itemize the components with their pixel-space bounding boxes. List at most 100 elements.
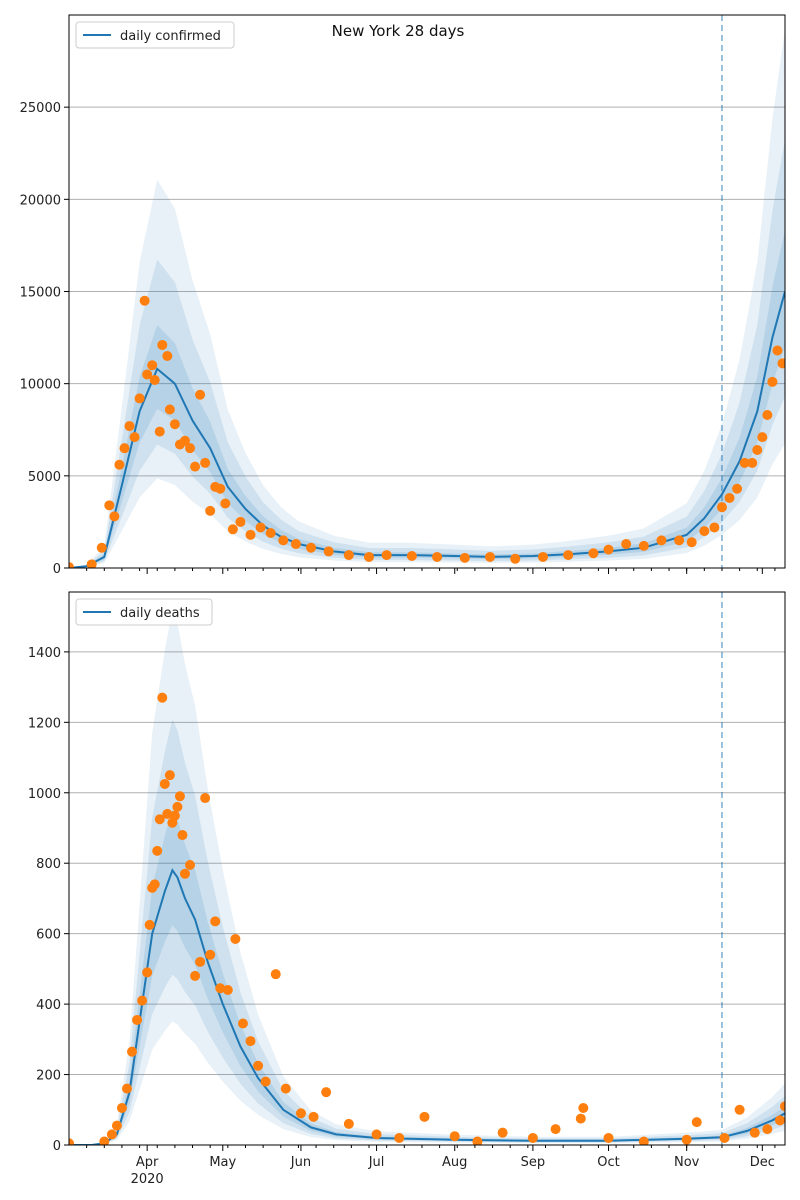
data-point: [253, 1060, 264, 1071]
x-year-label: 2020: [131, 1172, 164, 1187]
confirmed-panel: 0 5000 10000 15000 20000 25000 daily confirmed: [20, 14, 786, 577]
x-tick-label: Aug: [442, 1155, 467, 1170]
data-point: [172, 801, 183, 812]
data-point: [190, 970, 201, 981]
data-point: [99, 1136, 110, 1145]
data-point: [179, 435, 190, 446]
data-point: [132, 1014, 143, 1025]
y-tick-label: 10000: [20, 378, 61, 393]
data-point: [774, 1115, 785, 1126]
data-point: [686, 537, 697, 548]
data-point: [265, 527, 276, 538]
data-point: [419, 1111, 430, 1122]
data-point: [371, 1129, 382, 1140]
data-point: [290, 539, 301, 550]
data-point: [656, 535, 667, 546]
data-point: [406, 551, 417, 562]
data-point: [260, 1076, 271, 1087]
plot-area: [69, 592, 785, 1145]
data-point: [139, 295, 150, 306]
data-point: [780, 1101, 785, 1112]
legend-label: daily confirmed: [120, 29, 221, 44]
data-point: [104, 500, 115, 511]
legend: daily confirmed: [75, 21, 235, 49]
figure-title: New York 28 days: [332, 22, 465, 40]
x-tick-label: May: [209, 1155, 236, 1170]
data-point: [588, 548, 599, 559]
legend-box: [75, 598, 213, 626]
x-tick-label: Oct: [597, 1155, 619, 1170]
data-point: [295, 1108, 306, 1119]
data-point: [162, 808, 173, 819]
y-tick-label: 5000: [28, 470, 61, 485]
data-point: [280, 1083, 291, 1094]
data-point: [472, 1136, 483, 1145]
data-point: [772, 345, 783, 356]
data-point: [96, 542, 107, 553]
data-point: [724, 492, 735, 503]
data-point: [116, 1103, 127, 1114]
data-point: [179, 868, 190, 879]
data-point: [169, 810, 180, 821]
data-point: [381, 550, 392, 561]
y-tick-label: 1200: [28, 716, 61, 731]
data-point: [603, 1132, 614, 1143]
data-point: [449, 1131, 460, 1142]
data-point: [432, 551, 443, 562]
data-point: [235, 516, 246, 527]
uncertainty-band: [69, 28, 785, 568]
y-tick-label: 1400: [28, 646, 61, 661]
data-point: [752, 445, 763, 456]
data-point: [164, 404, 175, 415]
data-point: [734, 1104, 745, 1115]
data-point: [142, 369, 153, 380]
data-point: [159, 778, 170, 789]
x-tick-label: Sep: [521, 1155, 546, 1170]
data-point: [111, 1120, 122, 1131]
x-tick-label: Jun: [290, 1155, 311, 1170]
data-point: [681, 1134, 692, 1145]
y-tick-label: 0: [53, 562, 61, 577]
data-point: [137, 995, 148, 1006]
data-point: [459, 552, 470, 563]
data-point: [527, 1132, 538, 1143]
deaths-panel: 0 200 400 600 800 1000 1200 1400 Apr May Jun Jul Aug…: [28, 591, 786, 1187]
y-tick-label: 800: [36, 857, 61, 872]
data-point: [69, 562, 74, 568]
data-point: [195, 956, 206, 967]
y-tick-label: 25000: [20, 101, 61, 116]
data-point: [230, 933, 241, 944]
data-point: [200, 793, 211, 804]
data-point: [185, 443, 196, 454]
data-point: [245, 529, 256, 540]
data-point: [144, 919, 155, 930]
data-point: [157, 339, 168, 350]
data-point: [709, 522, 720, 533]
data-point: [364, 551, 375, 562]
data-point: [200, 457, 211, 468]
data-point: [152, 845, 163, 856]
data-point: [638, 540, 649, 551]
data-point: [563, 550, 574, 561]
data-point: [321, 1087, 332, 1098]
data-point: [306, 542, 317, 553]
data-point: [537, 551, 548, 562]
data-point: [154, 814, 165, 825]
data-point: [106, 1129, 117, 1140]
y-tick-label: 1000: [28, 787, 61, 802]
data-point: [210, 916, 221, 927]
data-point: [394, 1132, 405, 1143]
data-point: [575, 1113, 586, 1124]
x-tick-label: Nov: [674, 1155, 700, 1170]
y-tick-label: 0: [53, 1139, 61, 1154]
data-point: [767, 376, 778, 387]
data-point: [129, 432, 140, 443]
data-point: [134, 393, 145, 404]
data-point: [149, 374, 160, 385]
data-point: [485, 551, 496, 562]
data-point: [114, 459, 125, 470]
data-point: [124, 421, 135, 432]
uncertainty-band: [69, 719, 785, 1145]
x-tick-label: Apr: [136, 1155, 159, 1170]
